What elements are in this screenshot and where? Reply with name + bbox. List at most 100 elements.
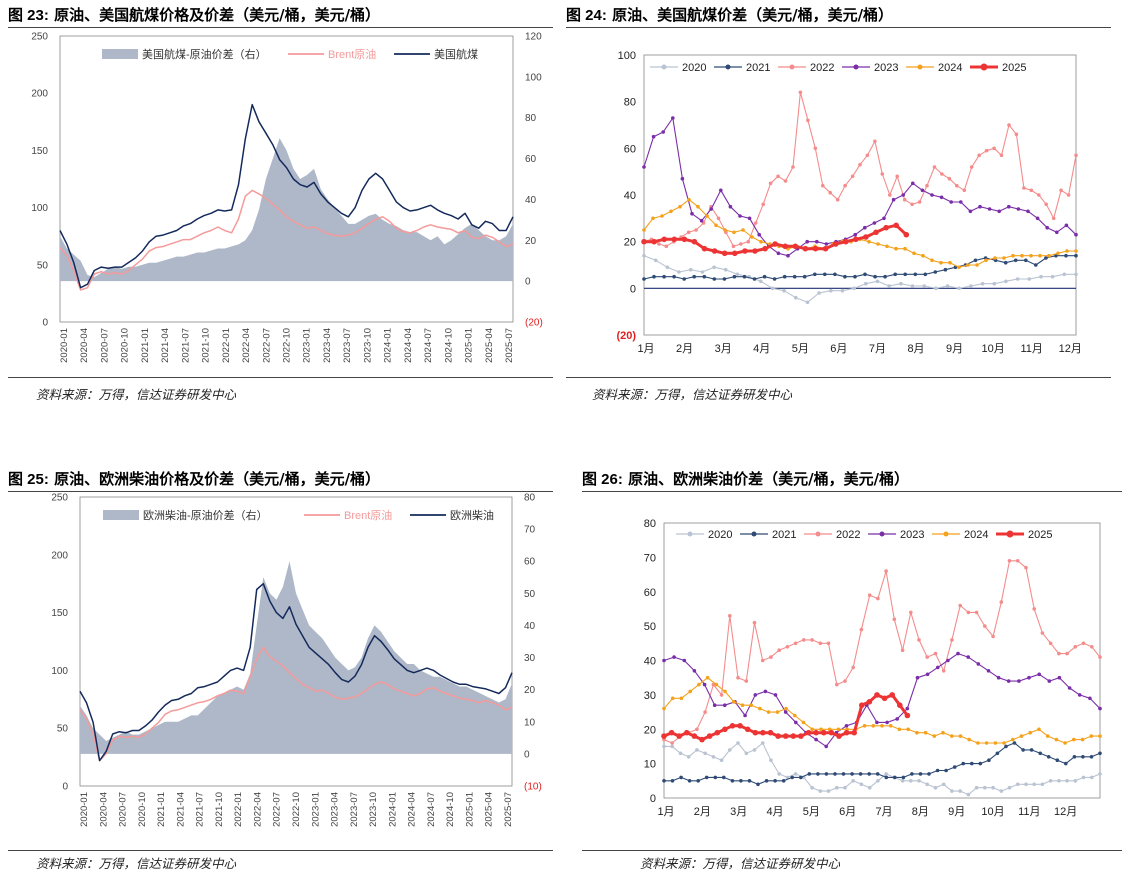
data-point-2020 bbox=[1074, 272, 1078, 277]
data-point-2022 bbox=[793, 641, 798, 646]
data-point-2021 bbox=[927, 772, 931, 776]
legend-label-brent: Brent原油 bbox=[344, 508, 392, 522]
y-axis-tick-label: 100 bbox=[618, 50, 636, 62]
data-point-2021 bbox=[853, 274, 857, 279]
data-point-2024 bbox=[732, 230, 736, 235]
legend-marker-2021 bbox=[725, 64, 731, 70]
data-point-2023 bbox=[1006, 679, 1011, 683]
data-point-2021 bbox=[679, 775, 683, 780]
legend-label-2024: 2024 bbox=[964, 529, 988, 541]
data-point-2025 bbox=[752, 729, 759, 736]
x-axis-tick-label: 2025-07 bbox=[503, 792, 514, 827]
x-axis-tick-label: 2020-07 bbox=[118, 792, 129, 827]
data-point-2021 bbox=[883, 274, 887, 279]
data-point-2025 bbox=[798, 733, 804, 739]
data-point-2021 bbox=[702, 274, 707, 279]
legend-marker-2021 bbox=[751, 531, 757, 537]
data-point-2020 bbox=[794, 295, 798, 300]
data-point-2020 bbox=[958, 789, 962, 793]
data-point-2021 bbox=[893, 775, 897, 780]
data-point-2022 bbox=[977, 153, 981, 158]
figure-25-panel: 图 25: 原油、欧洲柴油价格及价差（美元/桶，美元/桶） 0 50 100 150 2… bbox=[8, 468, 556, 873]
data-point-2025 bbox=[661, 236, 667, 243]
data-point-2024 bbox=[984, 258, 988, 263]
left-axis-tick-label: 150 bbox=[31, 146, 48, 157]
data-point-2025 bbox=[863, 234, 869, 240]
data-point-2023 bbox=[885, 720, 889, 725]
data-point-2022 bbox=[1073, 645, 1078, 649]
data-point-2021 bbox=[1013, 258, 1018, 263]
data-point-2020 bbox=[934, 286, 938, 291]
data-point-2022 bbox=[843, 183, 847, 188]
data-point-2023 bbox=[978, 204, 982, 209]
legend-marker-2025 bbox=[1006, 530, 1014, 538]
data-point-2024 bbox=[1045, 734, 1050, 738]
data-point-2023 bbox=[814, 737, 818, 742]
data-point-2025 bbox=[668, 729, 675, 736]
data-point-2025 bbox=[752, 248, 758, 254]
legend-label-spread: 欧洲柴油-原油价差（右） bbox=[143, 508, 268, 522]
data-point-2025 bbox=[729, 723, 736, 729]
data-point-2022 bbox=[888, 193, 892, 197]
legend-swatch-spread bbox=[103, 510, 139, 520]
data-point-2024 bbox=[1011, 253, 1015, 258]
data-point-2020 bbox=[1032, 782, 1036, 787]
x-axis-tick-label: 7月 bbox=[869, 343, 886, 355]
data-point-2022 bbox=[892, 617, 897, 622]
data-point-2023 bbox=[1047, 679, 1052, 683]
data-point-2025 bbox=[701, 245, 708, 252]
data-point-2023 bbox=[1017, 679, 1021, 683]
data-point-2023 bbox=[915, 675, 920, 680]
data-point-2024 bbox=[670, 696, 675, 701]
data-point-2024 bbox=[880, 724, 884, 728]
data-point-2023 bbox=[968, 209, 973, 214]
data-point-2023 bbox=[1045, 225, 1049, 230]
data-point-2021 bbox=[722, 775, 726, 780]
legend-marker-2024 bbox=[943, 531, 949, 537]
data-point-2022 bbox=[1029, 188, 1034, 193]
data-point-2020 bbox=[910, 284, 915, 288]
data-point-2023 bbox=[997, 209, 1001, 214]
data-point-2025 bbox=[706, 733, 713, 739]
right-axis-tick-label: 80 bbox=[524, 493, 536, 504]
data-point-2022 bbox=[940, 172, 944, 176]
data-point-2025 bbox=[822, 245, 829, 252]
data-point-2022 bbox=[746, 239, 751, 244]
data-point-2023 bbox=[815, 239, 819, 244]
data-point-2024 bbox=[784, 706, 788, 711]
data-point-2020 bbox=[1073, 779, 1078, 783]
data-point-2025 bbox=[676, 733, 682, 739]
data-point-2020 bbox=[728, 748, 732, 752]
data-point-2022 bbox=[777, 648, 781, 652]
data-point-2022 bbox=[686, 230, 691, 235]
data-point-2025 bbox=[813, 729, 819, 736]
x-axis-tick-label: 11月 bbox=[1021, 343, 1043, 355]
data-point-2020 bbox=[867, 785, 872, 790]
data-point-2025 bbox=[762, 245, 768, 252]
data-point-2021 bbox=[867, 772, 871, 776]
y-axis-tick-label: 50 bbox=[644, 621, 656, 633]
data-point-2023 bbox=[1064, 223, 1069, 228]
data-point-2025 bbox=[661, 733, 667, 739]
data-point-2021 bbox=[841, 772, 846, 776]
x-axis-tick-label: 2023-07 bbox=[342, 328, 353, 363]
data-point-2024 bbox=[759, 239, 763, 244]
data-point-2023 bbox=[773, 693, 778, 697]
data-point-2022 bbox=[974, 610, 979, 615]
data-point-2020 bbox=[818, 789, 823, 793]
data-point-2025 bbox=[843, 729, 850, 736]
data-point-2021 bbox=[662, 274, 666, 279]
data-point-2020 bbox=[826, 789, 831, 793]
data-point-2022 bbox=[761, 202, 765, 207]
x-axis-tick-label: 2022-07 bbox=[261, 328, 272, 363]
figure-23-chart: 0 50 100 150 200 250 (20) 0 20 40 60 80 100 120 2020-0… bbox=[31, 32, 542, 363]
data-point-2020 bbox=[899, 281, 903, 286]
data-point-2023 bbox=[794, 720, 798, 725]
data-point-2021 bbox=[712, 277, 717, 281]
data-point-2024 bbox=[1047, 253, 1051, 258]
data-point-2024 bbox=[932, 734, 937, 738]
data-point-2020 bbox=[793, 772, 798, 776]
data-point-2024 bbox=[1029, 253, 1033, 258]
data-point-2023 bbox=[651, 134, 656, 139]
data-point-2024 bbox=[723, 228, 727, 232]
